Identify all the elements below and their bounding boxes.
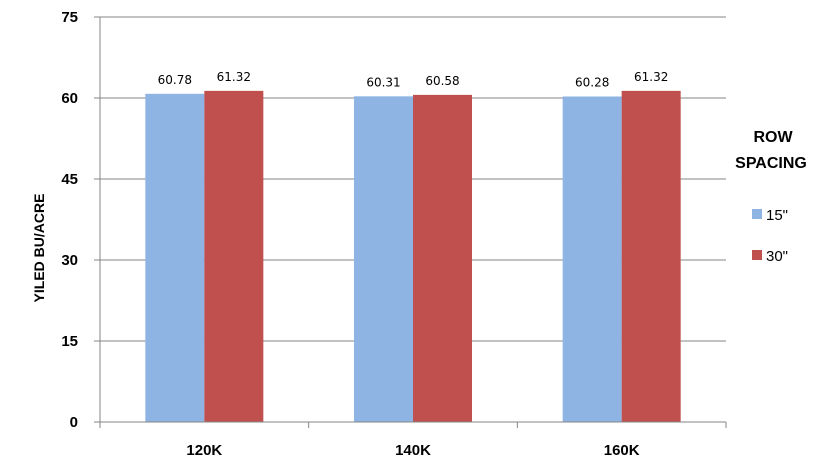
y-tick-label-45: 45 [61, 171, 78, 188]
y-tick-label-30: 30 [61, 252, 78, 269]
bar-140K-series-2 [413, 94, 472, 423]
y-tick-label-60: 60 [61, 90, 78, 107]
x-axis-ticks [99, 422, 727, 428]
legend-swatch-30in [752, 250, 762, 260]
data-label-120K-series-1: 60.78 [158, 73, 192, 87]
category-label-160K: 160K [604, 442, 640, 459]
data-labels: 60.78 61.32 60.31 60.58 60.28 61.32 [158, 70, 669, 90]
category-label-120K: 120K [186, 442, 222, 459]
legend-label-15in: 15" [766, 207, 788, 224]
y-axis-ticks: 0 15 30 45 60 75 [61, 9, 100, 431]
bar-120K-series-1 [145, 93, 205, 423]
data-label-140K-series-2: 60.58 [425, 74, 459, 88]
legend-label-30in: 30" [766, 248, 788, 265]
y-tick-label-75: 75 [61, 9, 78, 26]
legend-title-line-1: ROW [753, 129, 793, 146]
bar-140K-series-1 [354, 96, 413, 423]
bars [145, 90, 681, 423]
y-axis-title: YILED BU/ACRE [31, 194, 47, 303]
y-tick-label-15: 15 [61, 333, 78, 350]
bar-120K-series-2 [204, 90, 264, 422]
legend-swatch-15in [752, 209, 762, 219]
category-label-140K: 140K [395, 442, 431, 459]
bar-160K-series-2 [621, 90, 681, 422]
legend: ROW SPACING 15" 30" [735, 129, 807, 265]
data-label-160K-series-2: 61.32 [634, 70, 668, 84]
data-label-120K-series-2: 61.32 [217, 70, 251, 84]
bar-160K-series-1 [562, 96, 622, 422]
legend-title-line-2: SPACING [735, 155, 807, 172]
y-tick-label-0: 0 [70, 414, 78, 431]
data-label-140K-series-1: 60.31 [366, 75, 400, 89]
data-label-160K-series-1: 60.28 [575, 75, 609, 89]
category-labels: 120K 140K 160K [186, 442, 639, 459]
